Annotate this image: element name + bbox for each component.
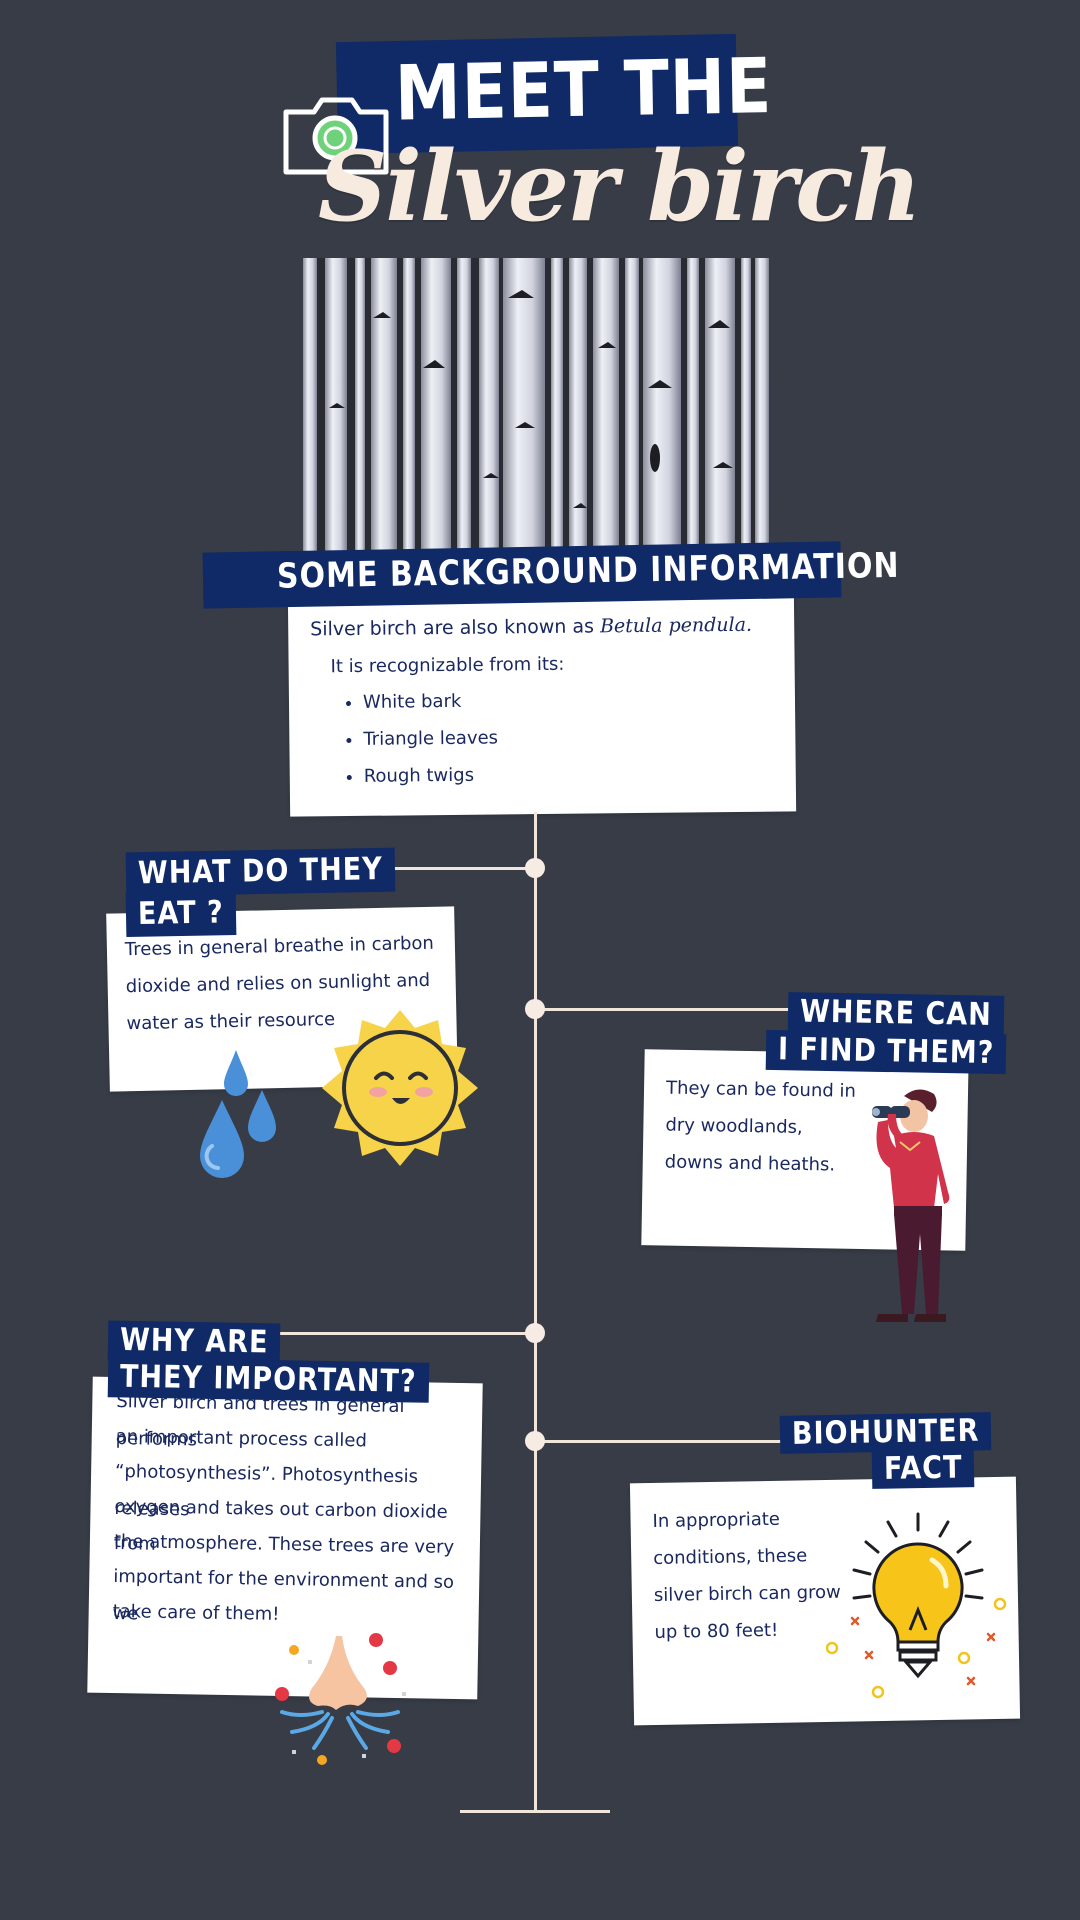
list-item: White bark <box>363 682 498 720</box>
timeline-dot <box>525 858 545 878</box>
lightbulb-icon <box>825 1512 1010 1702</box>
list-item: Triangle leaves <box>363 719 498 757</box>
species-name: Betula pendula. <box>599 613 753 638</box>
timeline-line <box>534 812 537 1812</box>
fact-text-line: up to 80 feet! <box>654 1619 779 1643</box>
background-heading: SOME BACKGROUND INFORMATION <box>276 545 900 597</box>
eat-heading-line2: EAT ? <box>125 891 237 937</box>
where-text-line3: downs and heaths. <box>664 1151 836 1176</box>
timeline-dot <box>525 1323 545 1343</box>
where-heading-line2: I FIND THEM? <box>765 1029 1007 1075</box>
title-script: Silver birch <box>318 130 922 243</box>
water-drops-icon <box>196 1050 282 1190</box>
timeline-branch-where <box>536 1008 790 1011</box>
eat-text-line3: water as their resource <box>126 1008 336 1035</box>
timeline-branch-eat <box>330 867 536 870</box>
timeline-branch-fact <box>536 1440 790 1443</box>
background-line1-prefix: Silver birch are also known as <box>310 615 601 641</box>
why-text-line: take care of them! <box>112 1601 280 1625</box>
fact-text-line: silver birch can grow <box>653 1581 841 1606</box>
nose-breathing-icon <box>272 1630 412 1768</box>
features-list: White bark Triangle leaves Rough twigs <box>337 682 499 795</box>
where-text-line2: dry woodlands, <box>665 1114 803 1138</box>
where-text-line1: They can be found in <box>665 1077 857 1102</box>
camera-icon <box>280 90 392 180</box>
background-line2: It is recognizable from its: <box>330 653 565 678</box>
timeline-dot <box>525 1431 545 1451</box>
title-top: MEET THE <box>394 41 773 138</box>
list-item: Rough twigs <box>364 756 499 794</box>
fact-heading-line2: FACT <box>871 1449 975 1489</box>
birch-forest-photo <box>303 258 769 558</box>
background-line1: Silver birch are also known as Betula pe… <box>310 614 752 641</box>
background-heading-banner: SOME BACKGROUND INFORMATION <box>202 541 900 609</box>
eat-text-line2: dioxide and relies on sunlight and <box>125 969 431 998</box>
sun-icon <box>318 1008 482 1168</box>
fact-text-line: In appropriate <box>652 1508 781 1532</box>
timeline-base <box>460 1810 610 1813</box>
fact-text-line: conditions, these <box>653 1545 808 1569</box>
why-heading-line2: THEY IMPORTANT? <box>107 1357 429 1403</box>
timeline-branch-why <box>246 1332 536 1335</box>
background-info-card: Silver birch are also known as Betula pe… <box>287 587 797 817</box>
person-binoculars-icon <box>864 1086 964 1332</box>
timeline-dot <box>525 999 545 1019</box>
